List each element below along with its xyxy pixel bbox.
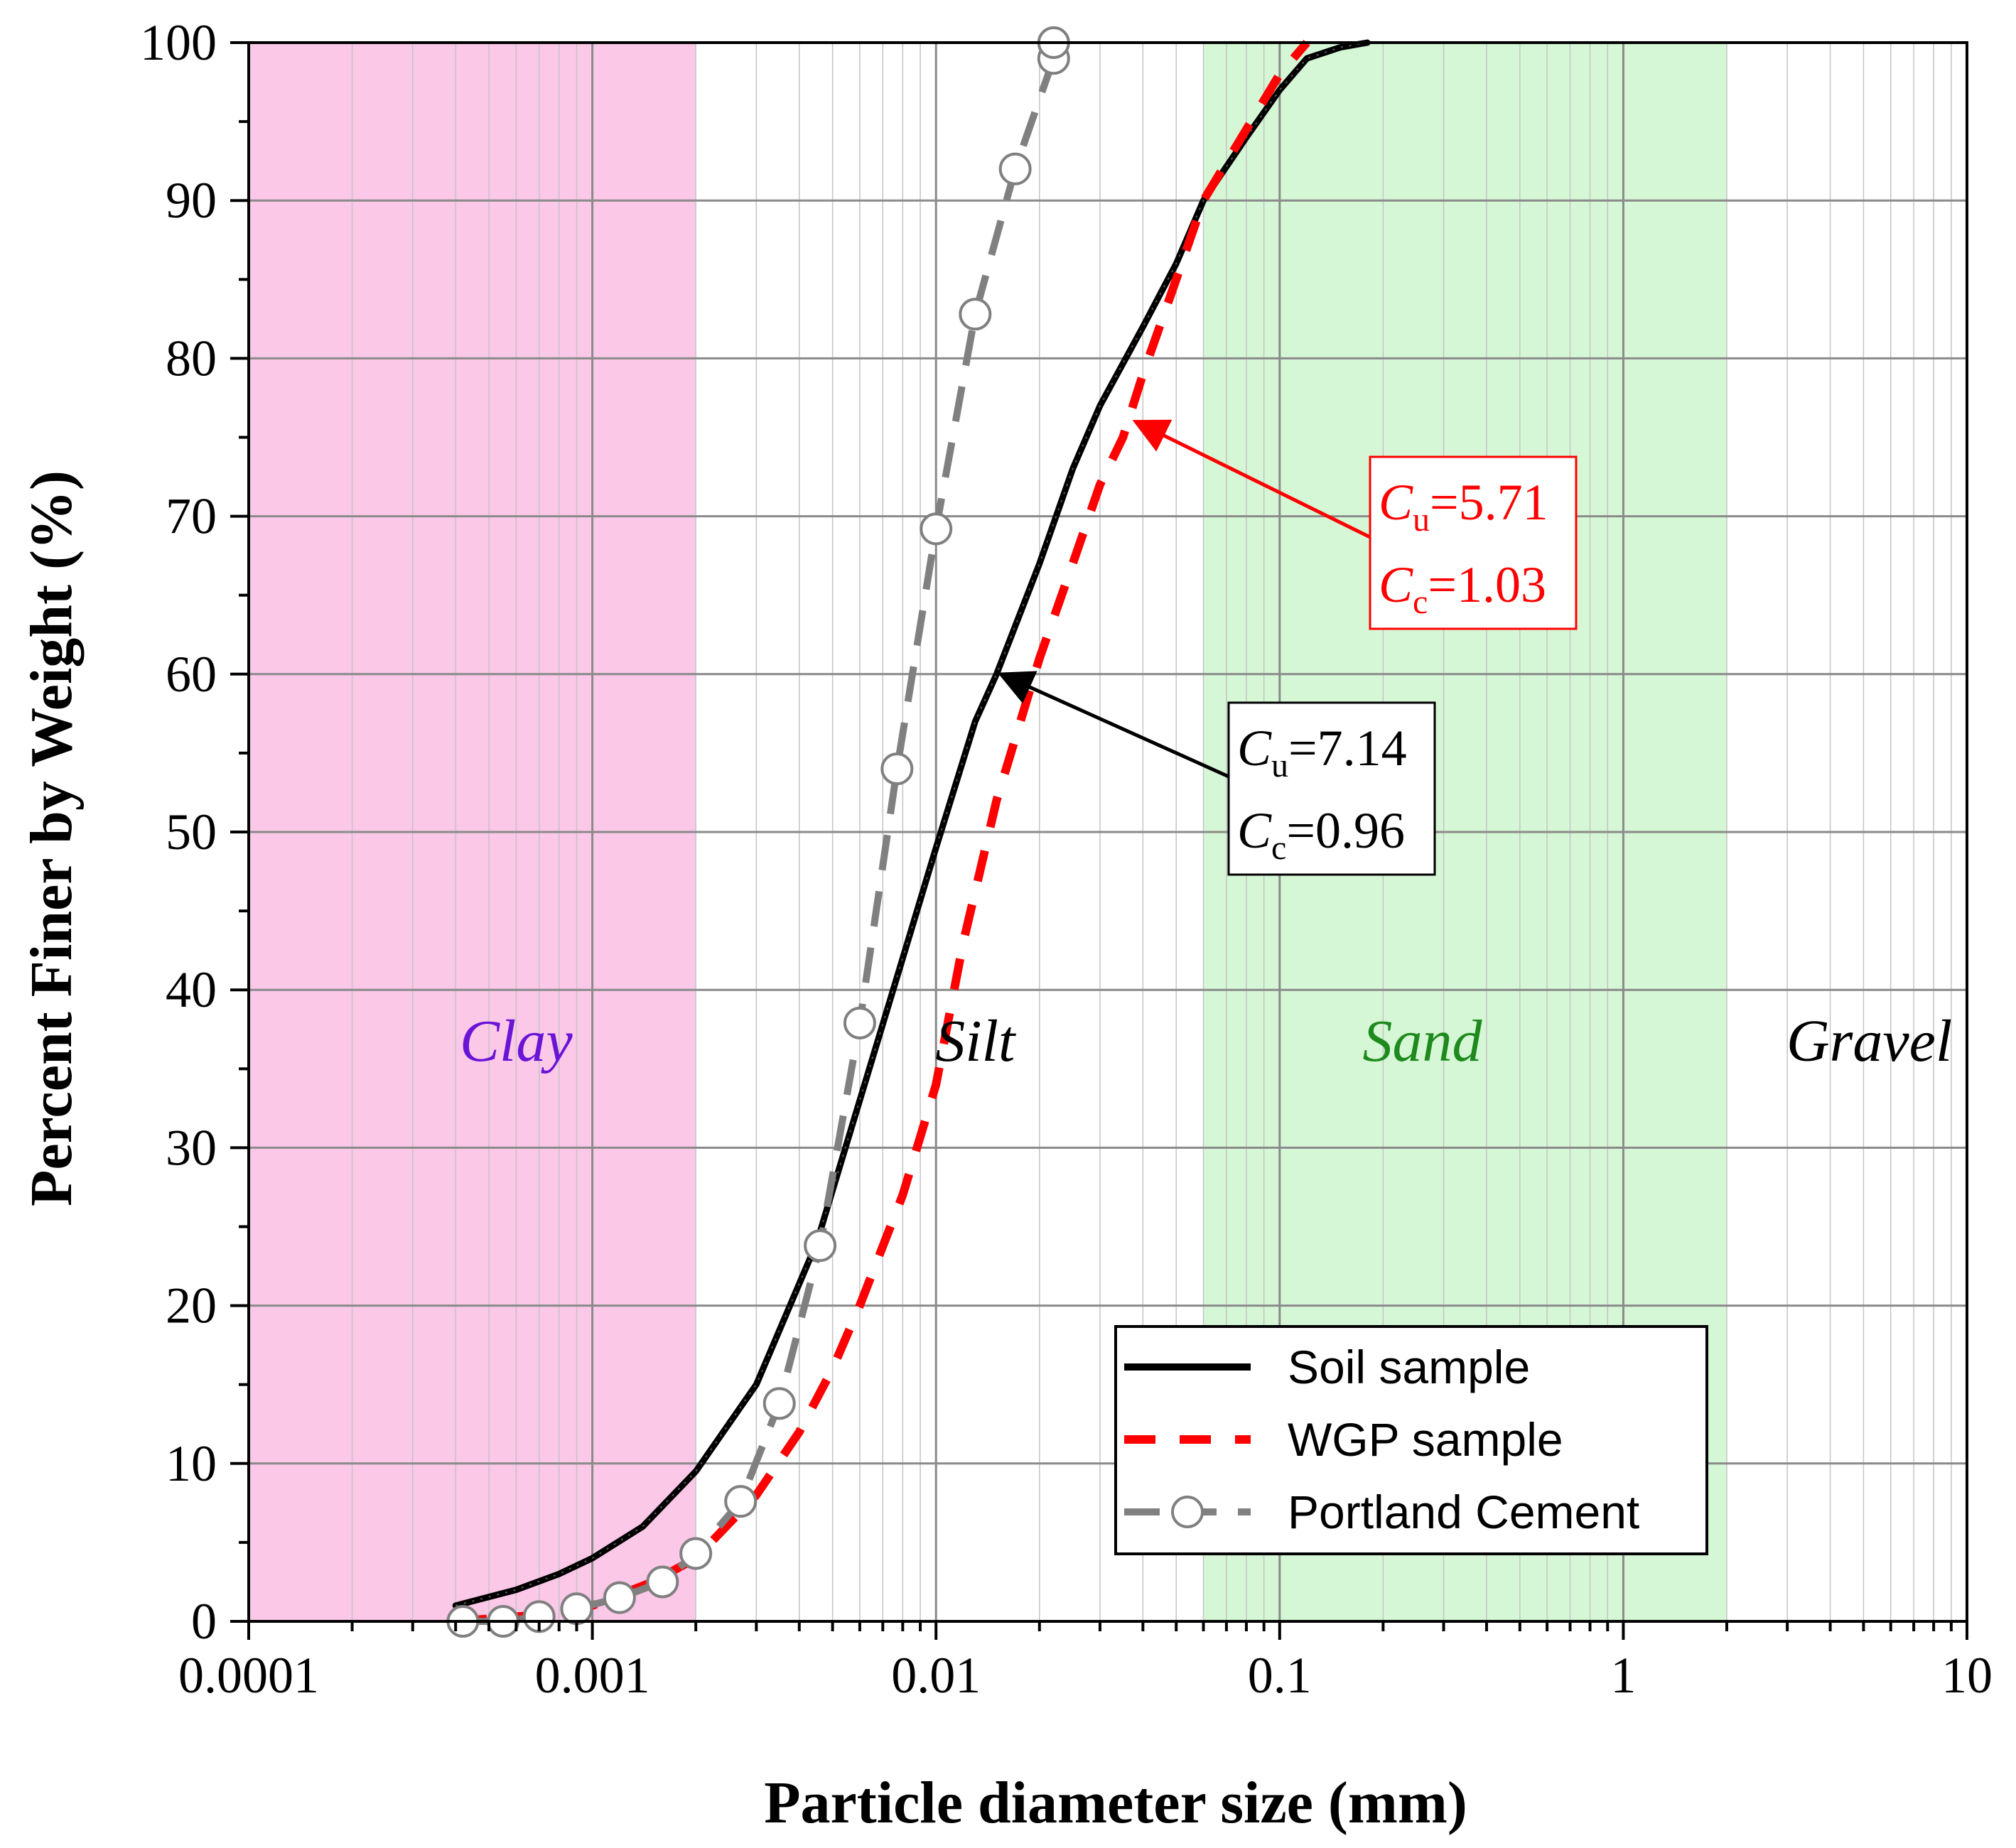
annotation-arrow-wgp (1132, 419, 1371, 539)
y-tick-label: 50 (166, 804, 217, 860)
region-label-clay: Clay (460, 1008, 573, 1074)
axes: 0.0001 0.001 0.01 0.1 1 100102030405060708090… (140, 14, 1993, 1704)
y-tick-label: 30 (166, 1119, 217, 1176)
portland-cement-marker (843, 1006, 876, 1039)
annotation-arrow-soil (997, 671, 1230, 779)
y-tick-label: 40 (166, 961, 217, 1018)
x-tick-label: 0.01 (891, 1647, 981, 1704)
legend-marker-portland-cement (1171, 1496, 1204, 1528)
portland-cement-marker (560, 1592, 593, 1626)
portland-cement-marker (804, 1229, 837, 1263)
legend: Soil sample WGP sample Portland Cement (1114, 1325, 1708, 1555)
portland-cement-marker (762, 1387, 796, 1420)
x-tick-label: 0.001 (535, 1647, 650, 1704)
annotations: Cu=5.71 Cc=1.03 Cu=7.14 Cc=0.96 (997, 419, 1578, 876)
portland-cement-marker (603, 1581, 636, 1614)
x-axis-title: Particle diameter size (mm) (764, 1770, 1467, 1836)
y-tick-label: 90 (166, 172, 217, 229)
portland-cement-marker (679, 1537, 713, 1570)
annotation-cu-soil: Cu=7.14 (1237, 720, 1407, 784)
portland-cement-marker (522, 1600, 556, 1633)
data-series (446, 26, 1371, 1638)
y-tick-label: 60 (166, 646, 217, 703)
legend-label-soil-sample: Soil sample (1288, 1341, 1530, 1393)
annotation-box-soil (1227, 701, 1436, 876)
x-tick-label: 10 (1941, 1647, 1993, 1704)
y-tick-label: 10 (166, 1435, 217, 1492)
legend-box (1114, 1325, 1708, 1555)
x-tick-label: 0.1 (1248, 1647, 1312, 1704)
portland-cement-marker (920, 512, 953, 546)
region-label-gravel: Gravel (1786, 1008, 1952, 1074)
y-axis-title: Percent Finer by Weight (%) (18, 470, 85, 1206)
legend-label-portland-cement: Portland Cement (1288, 1486, 1639, 1538)
y-tick-label: 70 (166, 488, 217, 545)
legend-label-wgp-sample: WGP sample (1288, 1413, 1563, 1466)
portland-cement-marker (724, 1485, 758, 1518)
portland-cement-marker (998, 152, 1032, 185)
annotation-cc-wgp: Cc=1.03 (1379, 556, 1546, 621)
x-tick-label: 1 (1610, 1647, 1636, 1704)
y-tick-label: 80 (166, 330, 217, 387)
portland-cement-marker (646, 1565, 679, 1599)
region-label-silt: Silt (935, 1008, 1017, 1074)
region-labels: Clay Silt Sand Gravel (460, 1008, 1952, 1074)
soil-sample-line (452, 39, 1371, 1609)
y-tick-label: 20 (166, 1277, 217, 1334)
portland-cement-marker (880, 752, 914, 786)
annotation-cu-wgp: Cu=5.71 (1379, 474, 1548, 539)
portland-cement-marker (959, 298, 992, 331)
y-tick-label: 0 (191, 1593, 217, 1650)
annotation-box-wgp (1369, 455, 1578, 630)
annotation-cc-soil: Cc=0.96 (1237, 802, 1405, 867)
region-label-sand: Sand (1362, 1008, 1482, 1074)
x-tick-label: 0.0001 (178, 1647, 319, 1704)
y-tick-label: 100 (140, 14, 217, 71)
